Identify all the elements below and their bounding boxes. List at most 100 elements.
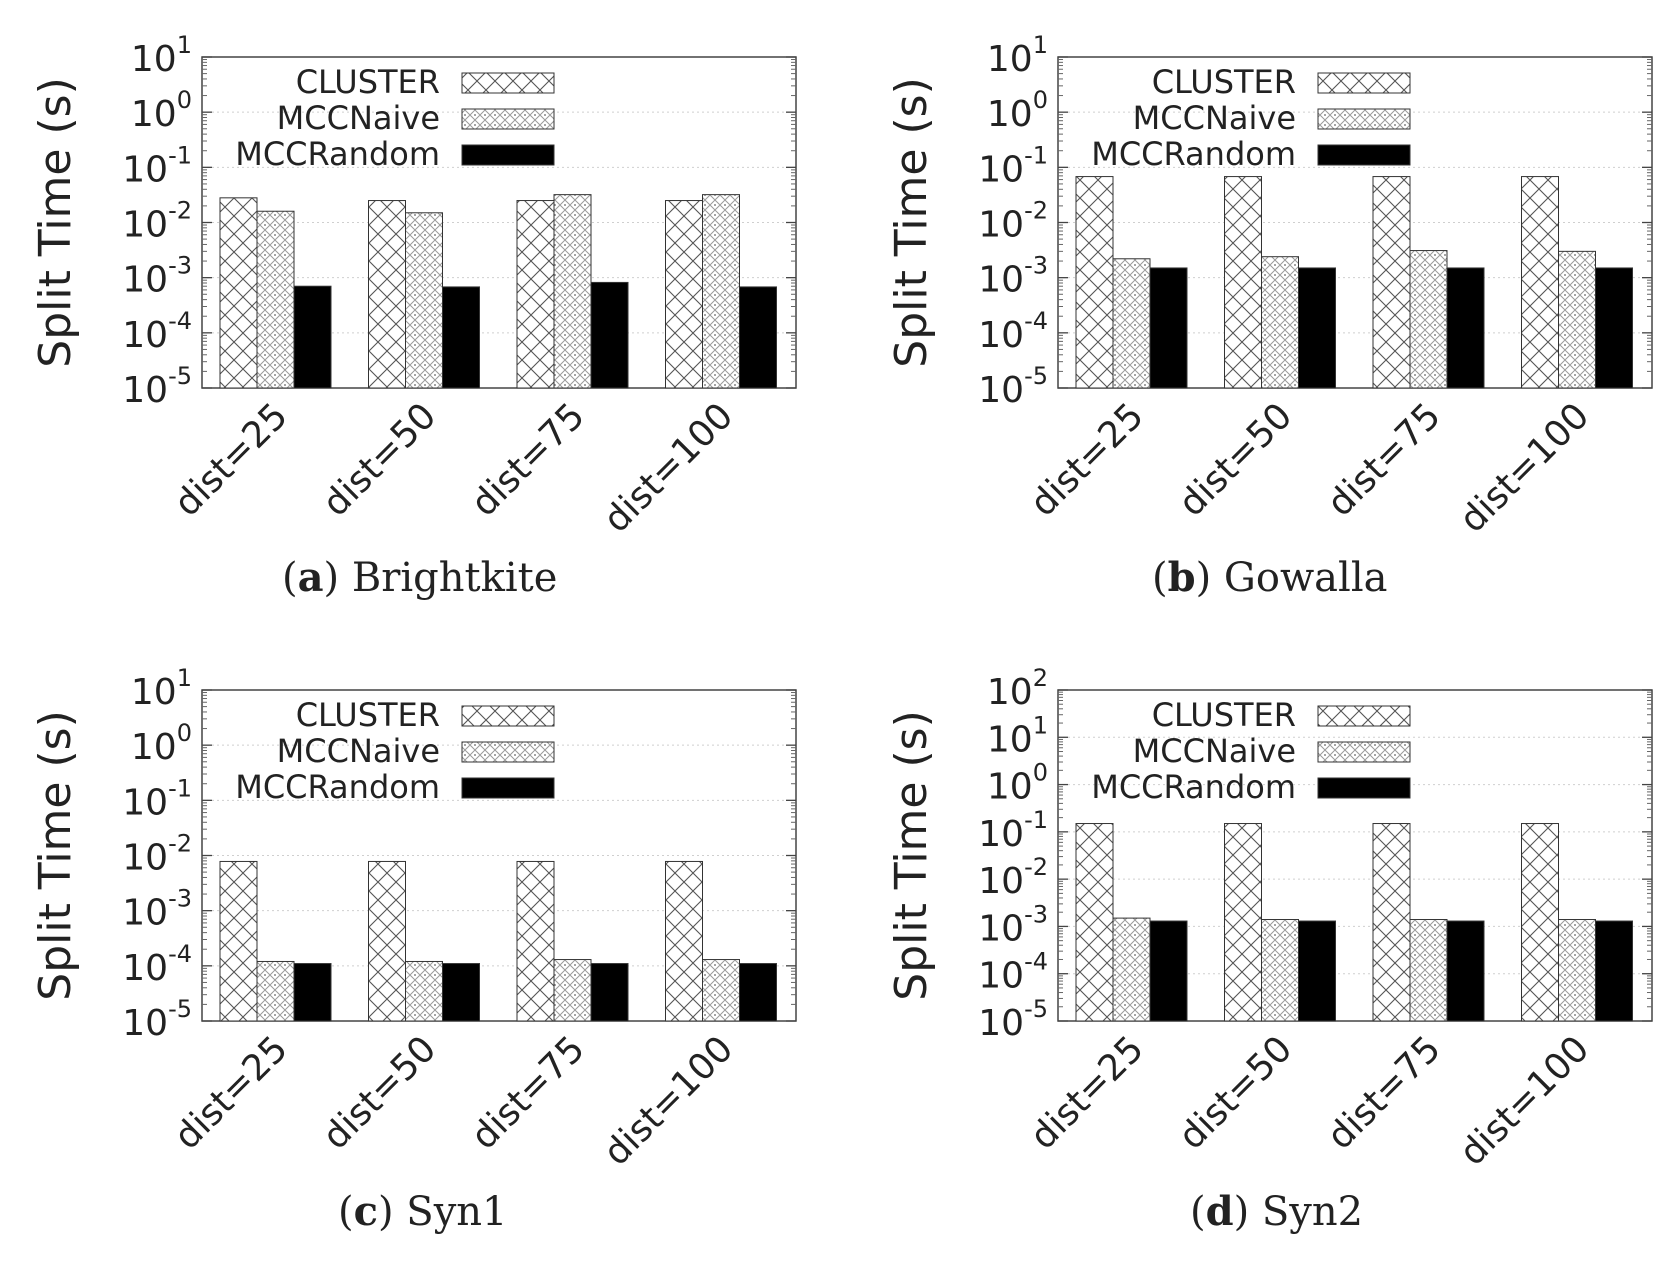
legend-label-mccrandom: MCCRandom [235, 135, 440, 173]
y-tick-label: 100 [987, 86, 1048, 135]
bar-mccnaive-2 [1261, 919, 1299, 1022]
x-tick-label: dist=50 [315, 395, 444, 524]
y-tick-label: 10-5 [978, 362, 1048, 411]
bar-mccrandom-2 [442, 963, 480, 1022]
legend-label-mccnaive: MCCNaive [1133, 99, 1296, 137]
y-tick-label: 10-5 [122, 995, 192, 1044]
bar-cluster-4 [1521, 823, 1559, 1022]
legend-label-mccrandom: MCCRandom [1091, 135, 1296, 173]
bar-mccnaive-4 [1558, 250, 1596, 389]
y-tick-label: 10-1 [978, 141, 1048, 190]
bar-cluster-2 [1224, 823, 1262, 1022]
chart-panel-c: 10-5 10-4 10-3 10-2 10-1 100 101 Split Time (s)… [30, 664, 797, 1174]
bar-cluster-2 [368, 860, 406, 1022]
legend-swatch-cluster [1317, 72, 1411, 94]
y-tick-label: 101 [131, 664, 192, 713]
bar-mccrandom-2 [1298, 920, 1336, 1022]
bar-cluster-1 [1075, 823, 1114, 1022]
legend-label-mccnaive: MCCNaive [1133, 732, 1296, 770]
x-tick-label: dist=50 [1171, 395, 1300, 524]
legend-label-cluster: CLUSTER [296, 696, 440, 734]
bar-mccnaive-1 [256, 960, 295, 1022]
y-tick-label: 10-4 [978, 307, 1048, 356]
bar-mccnaive-1 [256, 210, 295, 389]
bar-cluster-4 [665, 860, 703, 1022]
bar-mccrandom-2 [442, 286, 480, 389]
y-tick-label: 10-3 [122, 252, 192, 301]
y-axis-label: Split Time (s) [886, 77, 937, 367]
y-tick-label: 102 [987, 664, 1048, 713]
bar-mccnaive-2 [1261, 256, 1299, 389]
bar-cluster-3 [1372, 823, 1411, 1022]
panel-caption-c: (c) Syn1 [338, 1188, 508, 1235]
y-tick-label: 100 [131, 86, 192, 135]
bar-cluster-3 [516, 200, 555, 389]
panel-label: b [1167, 554, 1196, 601]
y-tick-label: 101 [131, 31, 192, 80]
legend-swatch-mccnaive [461, 741, 555, 763]
bar-cluster-1 [1075, 176, 1114, 389]
chart-panel-a: 10-5 10-4 10-3 10-2 10-1 100 101 Split Time (s)… [30, 31, 797, 541]
legend-label-mccrandom: MCCRandom [235, 768, 440, 806]
legend-swatch-cluster [461, 72, 555, 94]
y-axis-label: Split Time (s) [886, 710, 937, 1000]
y-tick-label: 100 [987, 759, 1048, 808]
legend-label-cluster: CLUSTER [1152, 63, 1296, 101]
chart-panel-b: 10-5 10-4 10-3 10-2 10-1 100 101 Split Time (s)… [886, 31, 1653, 541]
panel-dataset-name: Gowalla [1223, 555, 1388, 601]
bar-cluster-1 [219, 197, 258, 389]
bar-mccrandom-1 [293, 963, 332, 1022]
legend-label-mccrandom: MCCRandom [1091, 768, 1296, 806]
x-tick-label: dist=100 [1452, 1028, 1597, 1173]
bar-mccrandom-3 [1446, 920, 1485, 1022]
panel-caption-d: (d) Syn2 [1190, 1188, 1364, 1235]
x-tick-label: dist=100 [1452, 395, 1597, 540]
y-tick-label: 10-3 [122, 885, 192, 934]
x-tick-label: dist=25 [167, 395, 296, 524]
y-tick-label: 10-2 [978, 197, 1048, 246]
bar-mccrandom-3 [590, 281, 629, 389]
bar-mccnaive-1 [1112, 258, 1151, 389]
x-tick-label: dist=25 [167, 1028, 296, 1157]
x-tick-label: dist=75 [464, 395, 593, 524]
legend-swatch-mccnaive [461, 108, 555, 130]
y-tick-label: 10-1 [978, 806, 1048, 855]
y-tick-label: 10-1 [122, 141, 192, 190]
legend-label-cluster: CLUSTER [296, 63, 440, 101]
legend-swatch-cluster [461, 705, 555, 727]
bar-mccnaive-3 [553, 959, 592, 1022]
bar-cluster-3 [516, 860, 555, 1022]
bar-cluster-3 [1372, 176, 1411, 389]
legend-swatch-mccrandom [461, 777, 555, 799]
bar-mccnaive-1 [1112, 917, 1151, 1022]
legend-label-cluster: CLUSTER [1152, 696, 1296, 734]
x-tick-label: dist=75 [1320, 1028, 1449, 1157]
x-tick-label: dist=100 [596, 395, 741, 540]
y-tick-label: 10-1 [122, 774, 192, 823]
y-tick-label: 10-2 [122, 197, 192, 246]
bar-cluster-4 [665, 200, 703, 389]
y-tick-label: 10-2 [978, 853, 1048, 902]
y-tick-label: 10-2 [122, 830, 192, 879]
bar-mccrandom-1 [1149, 920, 1188, 1022]
x-tick-label: dist=25 [1023, 395, 1152, 524]
bar-cluster-1 [219, 860, 258, 1022]
bar-cluster-4 [1521, 176, 1559, 389]
x-tick-label: dist=50 [1171, 1028, 1300, 1157]
y-tick-label: 101 [987, 31, 1048, 80]
bar-mccrandom-4 [739, 286, 777, 389]
bar-cluster-2 [368, 200, 406, 389]
bar-mccnaive-4 [702, 959, 740, 1022]
bar-cluster-2 [1224, 176, 1262, 389]
bar-mccnaive-3 [1409, 250, 1448, 389]
legend-label-mccnaive: MCCNaive [277, 99, 440, 137]
y-axis-label: Split Time (s) [30, 77, 81, 367]
plot-frame [1057, 689, 1653, 1022]
bar-mccrandom-2 [1298, 267, 1336, 389]
y-tick-label: 10-4 [122, 307, 192, 356]
bar-mccrandom-4 [1595, 267, 1633, 389]
y-tick-label: 10-3 [978, 252, 1048, 301]
x-tick-label: dist=75 [464, 1028, 593, 1157]
